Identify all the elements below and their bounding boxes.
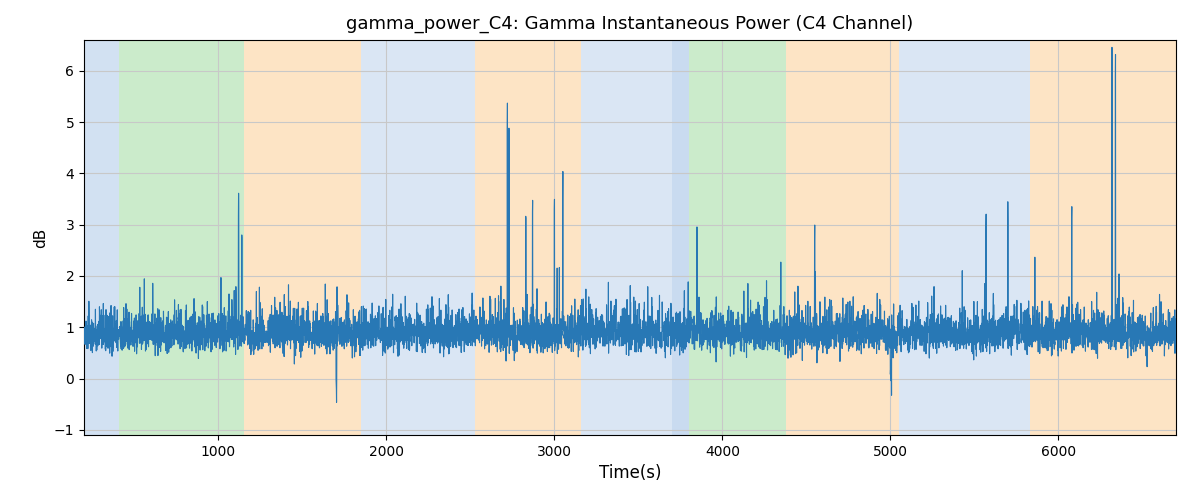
Title: gamma_power_C4: Gamma Instantaneous Power (C4 Channel): gamma_power_C4: Gamma Instantaneous Powe… [347, 15, 913, 33]
Bar [119, 40, 244, 435]
Bar [84, 40, 119, 435]
Bar [361, 40, 475, 435]
X-axis label: Time(s): Time(s) [599, 464, 661, 482]
Y-axis label: dB: dB [34, 228, 48, 248]
Bar [786, 40, 899, 435]
Bar [689, 40, 786, 435]
Bar [899, 40, 1030, 435]
Bar [244, 40, 361, 435]
Bar [475, 40, 581, 435]
Bar [672, 40, 689, 435]
Bar [581, 40, 672, 435]
Bar [1030, 40, 1176, 435]
